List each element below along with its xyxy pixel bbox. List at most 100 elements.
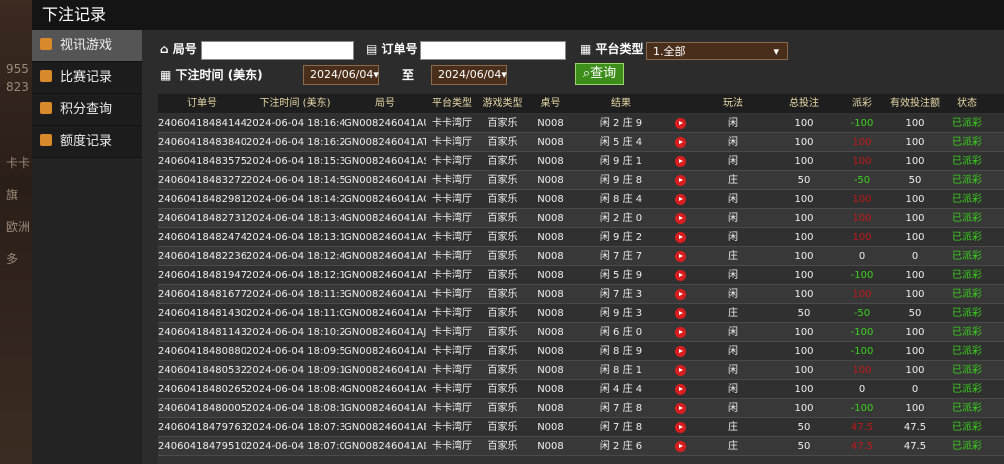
table-cell: 已派彩 [952, 327, 982, 338]
sidebar-item[interactable]: 比赛记录 [32, 62, 142, 94]
play-button[interactable] [675, 289, 686, 300]
table-cell: 百家乐 [487, 213, 518, 224]
table-cell: 闲 [728, 137, 738, 148]
table-cell: 100 [852, 194, 872, 205]
order-label-text: 订单号 [381, 42, 418, 56]
table-row: 240604184808805 2024-06-04 18:09:55 GN0082… [158, 342, 1004, 361]
table-cell: 卡卡湾厅 [432, 441, 472, 452]
sidebar-item[interactable]: 额度记录 [32, 126, 142, 158]
table-cell: 2024-06-04 18:10:29 [246, 327, 344, 338]
play-button[interactable] [675, 156, 686, 167]
table-cell: 0 [858, 251, 866, 262]
play-button[interactable] [675, 137, 686, 148]
table-cell: 卡卡湾厅 [432, 327, 472, 338]
table-cell: N008 [537, 194, 564, 205]
table-cell: 50 [797, 422, 811, 433]
table-cell: 卡卡湾厅 [432, 365, 472, 376]
table-cell: 庄 [728, 251, 738, 262]
table-cell: 已派彩 [952, 422, 982, 433]
play-button[interactable] [675, 384, 686, 395]
table-cell: 100 [794, 403, 814, 414]
play-button[interactable] [675, 213, 686, 224]
play-button[interactable] [675, 327, 686, 338]
play-button[interactable] [675, 270, 686, 281]
play-button[interactable] [675, 232, 686, 243]
order-id: 240604184827313 [158, 213, 246, 224]
table-cell: 0 [911, 384, 919, 395]
table-cell: 卡卡湾厅 [432, 422, 472, 433]
order-id: 240604184805324 [158, 365, 246, 376]
time-label-text: 下注时间 (美东) [175, 68, 263, 82]
play-triangle [679, 159, 683, 163]
table-cell: 闲 5 庄 4 [599, 137, 643, 148]
play-button[interactable] [675, 441, 686, 452]
table-cell: 百家乐 [487, 441, 518, 452]
table-cell: 已派彩 [952, 213, 982, 224]
table-cell: 闲 [728, 270, 738, 281]
table-cell: GN008246041AJ [344, 327, 426, 338]
date-to[interactable]: 2024/06/04▾ [431, 65, 507, 85]
table-cell: GN008246041AF [344, 403, 426, 414]
table-cell: 100 [905, 137, 925, 148]
header-cell: 玩法 [723, 98, 743, 109]
table-cell: GN008246041AN [344, 251, 426, 262]
play-button[interactable] [675, 194, 686, 205]
table-cell: 闲 [728, 289, 738, 300]
table-cell: GN008246041AG [344, 384, 426, 395]
order-input[interactable] [420, 41, 566, 60]
play-button[interactable] [675, 422, 686, 433]
platform-select[interactable]: 1.全部 ▾ [646, 42, 788, 60]
table-cell: 卡卡湾厅 [432, 346, 472, 357]
table-cell: -100 [850, 346, 874, 357]
table-cell: 闲 [728, 403, 738, 414]
table-cell: 2024-06-04 18:13:49 [246, 213, 344, 224]
play-button[interactable] [675, 118, 686, 129]
table-cell: 100 [852, 289, 872, 300]
order-id: 240604184824749 [158, 232, 246, 243]
table-cell: N008 [537, 270, 564, 281]
table-cell: N008 [537, 232, 564, 243]
sidebar-item[interactable]: 积分查询 [32, 94, 142, 126]
round-input[interactable] [201, 41, 354, 60]
table-cell: 卡卡湾厅 [432, 403, 472, 414]
table-cell: 100 [794, 137, 814, 148]
header-row: 订单号 下注时间 (美东) 局号 平台类型 游戏类型 桌号 结果 玩法 总投注 派彩 有效投注额 状态 [158, 94, 1004, 113]
play-triangle [679, 216, 683, 220]
table-cell: N008 [537, 327, 564, 338]
order-id: 240604184832724 [158, 175, 246, 186]
table-cell: 闲 2 庄 9 [599, 118, 643, 129]
play-button[interactable] [675, 403, 686, 414]
table-cell: 已派彩 [952, 365, 982, 376]
sidebar-item[interactable]: 视讯游戏 [32, 30, 142, 62]
header-cell: 平台类型 [432, 98, 472, 109]
header-cell: 有效投注额 [890, 98, 940, 109]
table-cell: N008 [537, 441, 564, 452]
date-from[interactable]: 2024/06/04▾ [303, 65, 379, 85]
play-triangle [679, 273, 683, 277]
table-cell: 2024-06-04 18:09:55 [246, 346, 344, 357]
background-text: 955 [6, 62, 29, 76]
table-cell: 闲 9 庄 2 [599, 232, 643, 243]
table-cell: GN008246041AD [344, 441, 426, 452]
order-id: 240604184800056 [158, 403, 246, 414]
header-cell: 桌号 [540, 98, 561, 109]
play-button[interactable] [675, 251, 686, 262]
table-cell: 100 [794, 213, 814, 224]
search-button[interactable]: ⌕查询 [575, 63, 624, 85]
table-cell: 闲 4 庄 4 [599, 384, 643, 395]
table-cell: 100 [794, 270, 814, 281]
background-text: 多 [6, 252, 19, 266]
play-button[interactable] [675, 308, 686, 319]
play-button[interactable] [675, 346, 686, 357]
order-label: ▤ 订单号 [366, 42, 418, 56]
table-cell: N008 [537, 365, 564, 376]
header-cell: 派彩 [852, 98, 872, 109]
table-cell: 100 [852, 365, 872, 376]
table-cell: 闲 8 庄 1 [599, 365, 643, 376]
play-button[interactable] [675, 175, 686, 186]
table-cell: 卡卡湾厅 [432, 156, 472, 167]
table-cell: -50 [853, 308, 871, 319]
table-cell: 已派彩 [952, 289, 982, 300]
table-cell: 100 [905, 118, 925, 129]
play-button[interactable] [675, 365, 686, 376]
